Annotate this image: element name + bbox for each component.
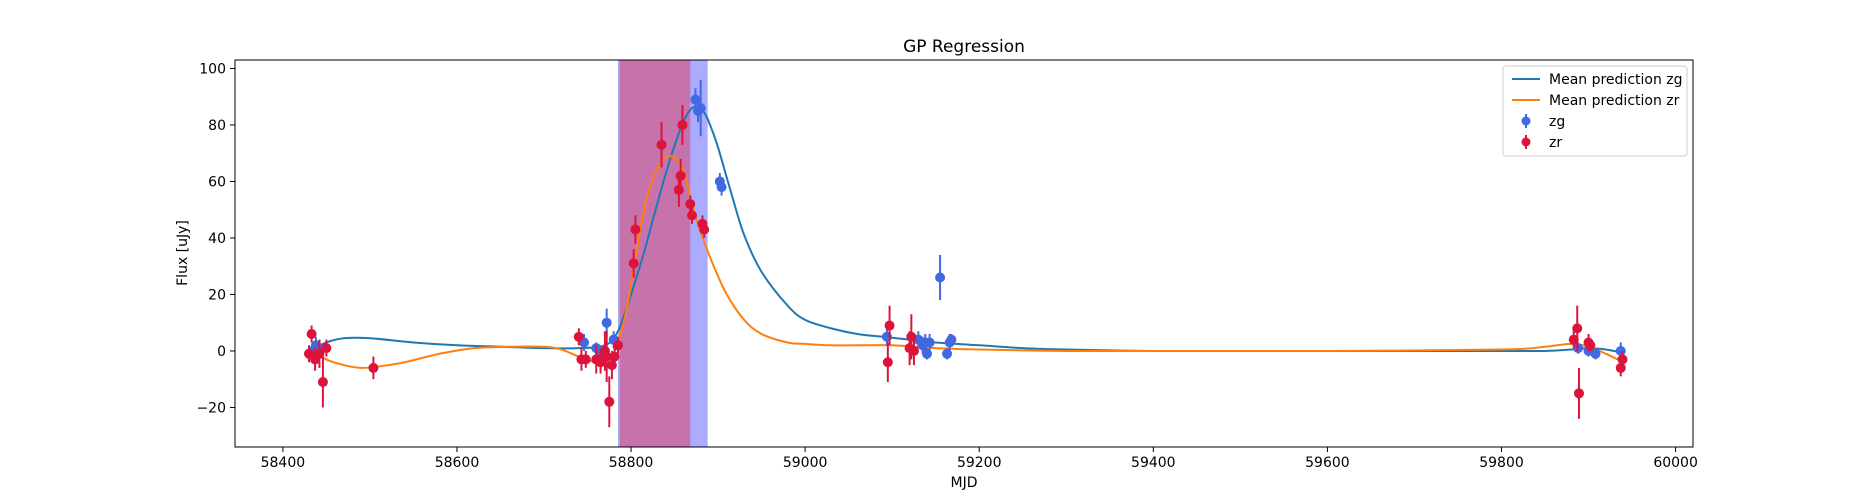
data-point-zg <box>1615 345 1626 356</box>
legend-point-swatch <box>1521 137 1531 147</box>
observation-points <box>303 79 1628 428</box>
x-tick-label: 59400 <box>1131 455 1176 471</box>
data-point-zr <box>884 320 895 331</box>
data-point-zr <box>604 396 615 407</box>
y-tick-label: 20 <box>208 287 226 303</box>
data-point-zr <box>656 139 667 150</box>
y-tick-label: 40 <box>208 231 226 247</box>
legend-box <box>1502 65 1688 157</box>
series-points-zr <box>303 105 1628 428</box>
x-tick-label: 59200 <box>957 455 1002 471</box>
y-tick-label: 100 <box>199 61 226 77</box>
data-point-zr <box>1615 362 1626 373</box>
y-tick-label: −20 <box>196 400 226 416</box>
data-point-zr <box>609 351 620 362</box>
data-point-zr <box>573 331 584 342</box>
axes: 58400 58600 58800 59000 59200 59400 59600 59800… <box>196 59 1698 471</box>
data-point-zg <box>716 182 727 193</box>
data-point-zg <box>942 348 953 359</box>
chart-title: GP Regression <box>903 37 1025 57</box>
data-point-zg <box>924 337 935 348</box>
y-tick-label: 60 <box>208 174 226 190</box>
x-tick-label: 59600 <box>1305 455 1350 471</box>
legend-entry-mean-prediction-zg: Mean prediction zg <box>1512 72 1683 88</box>
legend: Mean prediction zg Mean prediction zr zg zr <box>1502 65 1688 157</box>
legend-label: zr <box>1549 135 1562 151</box>
data-point-zr <box>677 119 688 130</box>
plot-frame <box>234 59 1694 448</box>
data-point-zr <box>580 354 591 365</box>
data-point-zg <box>1590 348 1601 359</box>
data-point-zr <box>628 258 639 269</box>
y-axis-label: Flux [uJy] <box>175 220 191 286</box>
data-point-zr <box>321 343 332 354</box>
data-point-zg <box>946 334 957 345</box>
x-axis-label: MJD <box>951 475 978 491</box>
data-point-zr <box>306 329 317 340</box>
legend-label: zg <box>1549 114 1565 130</box>
data-point-zg <box>695 103 706 114</box>
data-point-zr <box>1585 340 1596 351</box>
data-point-zr <box>314 348 325 359</box>
data-point-zr <box>908 345 919 356</box>
data-point-zr <box>882 357 893 368</box>
data-point-zr <box>317 377 328 388</box>
legend-label: Mean prediction zr <box>1549 93 1680 109</box>
data-point-zr <box>368 362 379 373</box>
y-tick-label: 0 <box>217 344 226 360</box>
legend-point-swatch <box>1521 116 1531 126</box>
legend-entry-zr: zr <box>1521 135 1562 151</box>
shaded-region-zr <box>619 60 691 447</box>
data-point-zr <box>686 210 697 221</box>
legend-entry-zg: zg <box>1521 114 1565 130</box>
x-tick-label: 58800 <box>609 455 654 471</box>
x-tick-label: 59000 <box>783 455 828 471</box>
data-point-zr <box>612 340 623 351</box>
shaded-regions <box>617 60 708 447</box>
x-tick-label: 58600 <box>435 455 480 471</box>
x-tick-label: 58400 <box>261 455 306 471</box>
data-point-zr <box>685 199 696 210</box>
data-point-zr <box>601 351 612 362</box>
y-tick-label: 80 <box>208 118 226 134</box>
legend-entry-mean-prediction-zr: Mean prediction zr <box>1512 93 1680 109</box>
data-point-zg <box>922 348 933 359</box>
data-point-zr <box>630 224 641 235</box>
data-point-zr <box>1573 388 1584 399</box>
data-point-zr <box>1617 354 1628 365</box>
x-tick-label: 59800 <box>1479 455 1524 471</box>
legend-label: Mean prediction zg <box>1549 72 1683 88</box>
x-tick-label: 60000 <box>1653 455 1698 471</box>
data-point-zg <box>601 317 612 328</box>
data-point-zr <box>673 184 684 195</box>
data-point-zr <box>1572 323 1583 334</box>
data-point-zr <box>675 170 686 181</box>
data-point-zg <box>935 272 946 283</box>
data-point-zr <box>699 224 710 235</box>
